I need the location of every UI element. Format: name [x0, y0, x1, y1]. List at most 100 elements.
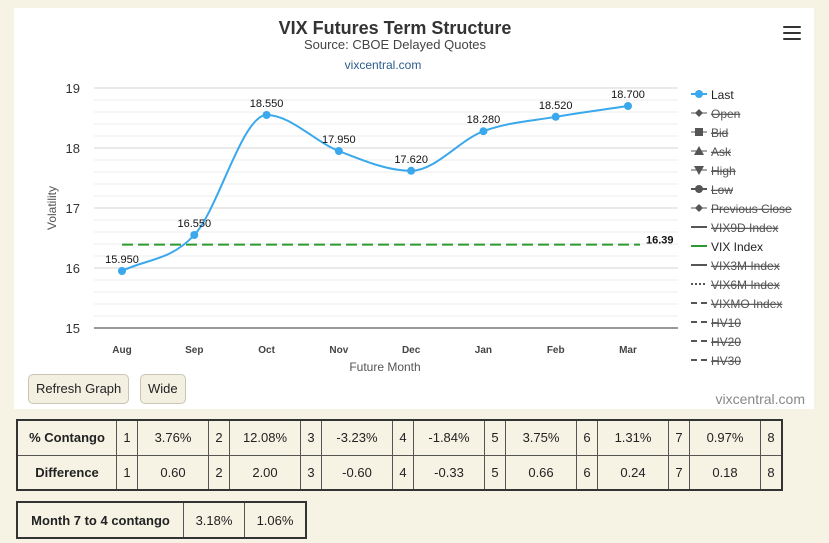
difference-month-6: 6: [576, 454, 598, 491]
contango-month-3: 3: [300, 419, 322, 456]
legend-item-high[interactable]: High: [711, 164, 736, 178]
difference-value-5: 0.66: [505, 454, 577, 491]
legend-marker: [694, 166, 704, 175]
x-tick-label: Nov: [329, 345, 348, 356]
chart-panel: VIX Futures Term Structure Source: CBOE D…: [14, 8, 814, 409]
x-axis-title: Future Month: [349, 360, 420, 374]
difference-value-2: 2.00: [229, 454, 301, 491]
difference-month-3: 3: [300, 454, 322, 491]
legend-item-vix9d-index[interactable]: VIX9D Index: [711, 221, 778, 235]
last-series-point: [551, 112, 560, 121]
month7to4-value-1: 3.18%: [183, 501, 245, 539]
x-tick-label: Feb: [547, 345, 565, 356]
legend-item-open[interactable]: Open: [711, 107, 740, 121]
x-tick-label: Dec: [402, 345, 421, 356]
difference-value-4: -0.33: [413, 454, 485, 491]
data-label: 18.280: [467, 114, 501, 126]
difference-value-3: -0.60: [321, 454, 393, 491]
data-label: 18.550: [250, 98, 284, 110]
legend-item-vix3m-index[interactable]: VIX3M Index: [711, 259, 780, 273]
legend-marker: [694, 146, 704, 155]
last-series-point: [190, 231, 199, 239]
legend-item-last[interactable]: Last: [711, 88, 734, 102]
refresh-graph-button[interactable]: Refresh Graph: [28, 374, 130, 404]
menu-icon[interactable]: [783, 26, 801, 42]
legend-item-ask[interactable]: Ask: [711, 145, 732, 159]
legend-marker: [695, 185, 703, 193]
y-tick-label: 15: [66, 321, 80, 336]
difference-month-2: 2: [208, 454, 230, 491]
legend-marker: [695, 128, 703, 136]
wide-button[interactable]: Wide: [140, 374, 186, 404]
y-tick-label: 17: [66, 201, 80, 216]
legend-item-vix6m-index[interactable]: VIX6M Index: [711, 278, 780, 292]
legend-marker: [695, 90, 703, 98]
legend-item-hv30[interactable]: HV30: [711, 354, 741, 368]
month7to4-value-2: 1.06%: [244, 501, 307, 539]
difference-label: Difference: [16, 454, 117, 491]
legend-item-vix-index[interactable]: VIX Index: [711, 240, 763, 254]
source-link: vixcentral.com: [345, 58, 422, 72]
contango-value-6: 1.31%: [597, 419, 669, 456]
chart-subtitle: Source: CBOE Delayed Quotes: [304, 37, 487, 52]
y-axis-title: Volatility: [45, 186, 59, 230]
difference-month-8: 8: [760, 454, 783, 491]
contango-month-5: 5: [484, 419, 506, 456]
y-tick-label: 18: [66, 141, 80, 156]
last-series-point: [334, 147, 343, 155]
vix-index-value-label: 16.39: [646, 235, 674, 247]
difference-value-6: 0.24: [597, 454, 669, 491]
contango-value-7: 0.97%: [689, 419, 761, 456]
x-tick-label: Sep: [185, 345, 203, 356]
difference-month-4: 4: [392, 454, 414, 491]
difference-value-1: 0.60: [137, 454, 209, 491]
contango-month-8: 8: [760, 419, 783, 456]
contango-value-4: -1.84%: [413, 419, 485, 456]
contango-month-6: 6: [576, 419, 598, 456]
difference-row: Difference 1 0.60 2 2.00 3 -0.60 4 -0.33…: [16, 454, 783, 491]
contango-month-2: 2: [208, 419, 230, 456]
contango-label: % Contango: [16, 419, 117, 456]
contango-table: % Contango 1 3.76% 2 12.08% 3 -3.23% 4 -…: [16, 419, 783, 491]
difference-month-5: 5: [484, 454, 506, 491]
last-series-point: [262, 111, 271, 119]
month7to4-table: Month 7 to 4 contango 3.18% 1.06%: [16, 501, 307, 539]
contango-value-3: -3.23%: [321, 419, 393, 456]
x-tick-label: Oct: [258, 345, 275, 356]
month7to4-label: Month 7 to 4 contango: [16, 501, 184, 539]
contango-month-4: 4: [392, 419, 414, 456]
legend-item-previous-close[interactable]: Previous Close: [711, 202, 792, 216]
chart-title: VIX Futures Term Structure: [279, 18, 512, 38]
contango-row: % Contango 1 3.76% 2 12.08% 3 -3.23% 4 -…: [16, 419, 783, 456]
legend-marker: [695, 109, 703, 117]
last-series-point: [407, 166, 416, 175]
legend-marker: [695, 204, 703, 212]
legend-item-low[interactable]: Low: [711, 183, 733, 197]
legend-item-vixmo-index[interactable]: VIXMO Index: [711, 297, 782, 311]
last-series-point: [624, 102, 632, 110]
data-label: 17.950: [322, 134, 356, 146]
last-series-line: [121, 105, 629, 272]
last-series-point: [479, 127, 488, 136]
contango-month-7: 7: [668, 419, 690, 456]
y-tick-label: 19: [66, 81, 80, 96]
contango-value-5: 3.75%: [505, 419, 577, 456]
x-tick-label: Mar: [619, 345, 637, 356]
legend-item-hv20[interactable]: HV20: [711, 335, 741, 349]
x-tick-label: Jan: [475, 345, 492, 356]
contango-value-2: 12.08%: [229, 419, 301, 456]
data-label: 18.520: [539, 100, 573, 112]
legend-item-bid[interactable]: Bid: [711, 126, 728, 140]
difference-month-7: 7: [668, 454, 690, 491]
data-label: 15.950: [105, 254, 139, 266]
y-tick-label: 16: [66, 261, 80, 276]
data-label: 18.700: [611, 89, 645, 101]
difference-month-1: 1: [116, 454, 138, 491]
credit-text[interactable]: vixcentral.com: [715, 391, 805, 407]
last-series-point: [118, 267, 126, 275]
legend-item-hv10[interactable]: HV10: [711, 316, 741, 330]
x-tick-label: Aug: [112, 345, 131, 356]
month7to4-row: Month 7 to 4 contango 3.18% 1.06%: [16, 501, 307, 539]
contango-month-1: 1: [116, 419, 138, 456]
